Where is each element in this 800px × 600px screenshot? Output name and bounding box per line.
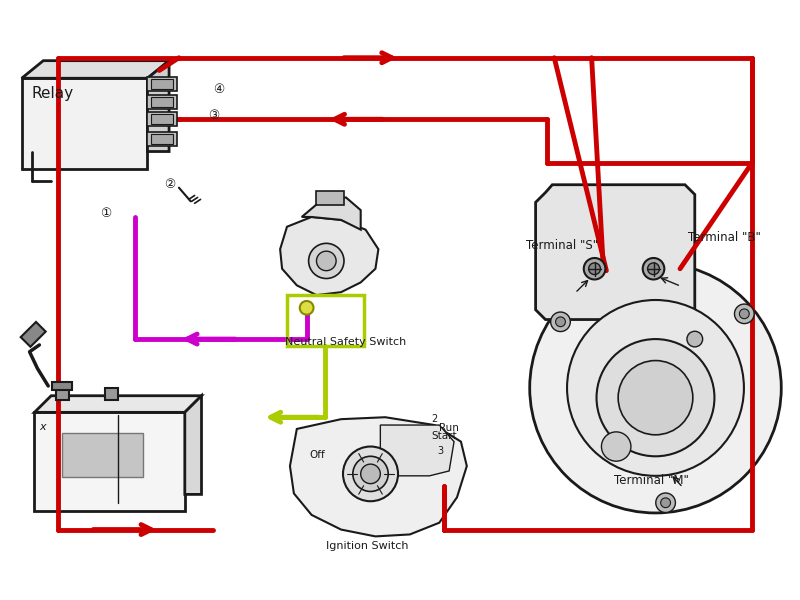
Bar xyxy=(147,77,177,91)
Text: 2: 2 xyxy=(431,414,438,424)
Polygon shape xyxy=(380,425,454,476)
Bar xyxy=(151,97,173,107)
Bar xyxy=(56,388,69,400)
Bar xyxy=(106,388,118,400)
Text: Relay: Relay xyxy=(31,86,74,101)
Bar xyxy=(147,132,177,146)
Circle shape xyxy=(353,456,388,491)
Text: ③: ③ xyxy=(208,109,220,122)
Text: ④: ④ xyxy=(214,83,225,96)
Text: ②: ② xyxy=(164,178,175,191)
Circle shape xyxy=(602,432,631,461)
Bar xyxy=(287,295,364,346)
Bar xyxy=(151,79,173,89)
Circle shape xyxy=(687,331,702,347)
Text: Terminal "S": Terminal "S" xyxy=(526,239,598,252)
FancyBboxPatch shape xyxy=(22,78,147,169)
Text: 3: 3 xyxy=(438,446,443,457)
Polygon shape xyxy=(34,396,202,412)
Circle shape xyxy=(734,304,754,323)
Polygon shape xyxy=(22,61,169,78)
Polygon shape xyxy=(536,185,694,320)
Circle shape xyxy=(555,317,566,326)
Text: Terminal "B": Terminal "B" xyxy=(688,232,761,244)
Polygon shape xyxy=(280,217,378,295)
Circle shape xyxy=(648,263,659,275)
Circle shape xyxy=(530,263,782,513)
Circle shape xyxy=(589,263,601,275)
Circle shape xyxy=(618,361,693,435)
Text: Start: Start xyxy=(431,431,457,441)
Bar xyxy=(151,115,173,124)
Bar xyxy=(62,433,142,477)
Circle shape xyxy=(361,464,380,484)
Bar xyxy=(147,95,177,109)
Bar xyxy=(21,322,46,347)
Circle shape xyxy=(656,493,675,512)
Text: ①: ① xyxy=(100,207,111,220)
Circle shape xyxy=(309,244,344,278)
Bar xyxy=(147,112,177,126)
Bar xyxy=(52,382,72,390)
Circle shape xyxy=(300,301,314,314)
Circle shape xyxy=(550,312,570,332)
Polygon shape xyxy=(302,197,361,230)
Circle shape xyxy=(317,251,336,271)
Text: x: x xyxy=(39,422,46,432)
Circle shape xyxy=(584,258,606,280)
Text: Run: Run xyxy=(439,423,459,433)
Circle shape xyxy=(567,300,744,476)
Circle shape xyxy=(642,258,664,280)
Circle shape xyxy=(597,339,714,456)
Circle shape xyxy=(661,498,670,508)
Bar xyxy=(34,412,185,511)
Bar xyxy=(317,191,344,205)
Text: Off: Off xyxy=(310,450,326,460)
Circle shape xyxy=(343,446,398,501)
Text: Terminal "M": Terminal "M" xyxy=(614,473,689,487)
Polygon shape xyxy=(185,396,202,494)
Circle shape xyxy=(739,309,750,319)
Polygon shape xyxy=(290,417,467,536)
Bar xyxy=(151,134,173,144)
Text: Neutral Safety Switch: Neutral Safety Switch xyxy=(285,337,406,347)
Text: Ignition Switch: Ignition Switch xyxy=(326,541,409,551)
Polygon shape xyxy=(147,61,169,152)
